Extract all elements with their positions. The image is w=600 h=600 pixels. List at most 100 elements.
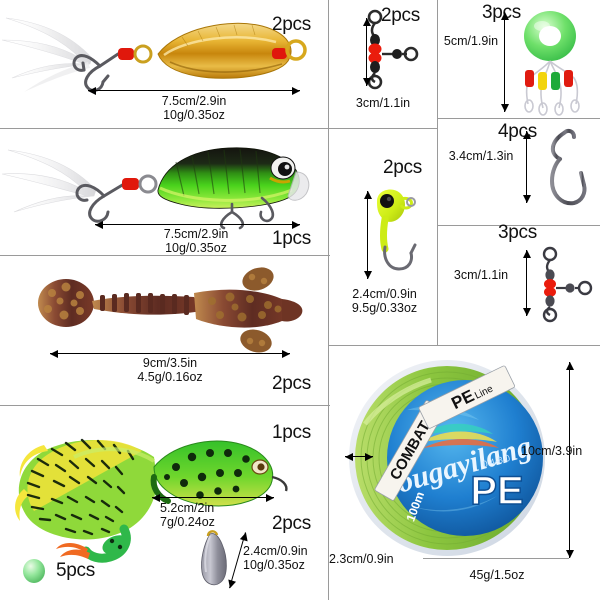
stop-green <box>551 72 560 90</box>
crankbait-art <box>0 132 312 230</box>
treble-hook-front <box>75 182 126 223</box>
panel-line-spool: Sougayilang PE 100m 0.4-8.0 COMBAT PE Li… <box>329 346 600 600</box>
spool-width-arrow <box>345 452 373 461</box>
red-bead <box>122 178 139 190</box>
spool-height-arrow <box>565 362 574 558</box>
stop-red <box>525 70 534 87</box>
worm-hooks-qty: 4pcs <box>498 121 537 142</box>
jig-hook <box>383 243 417 271</box>
sinker-dimension-text: 2.4cm/0.9in <box>243 544 308 558</box>
fish-graphic <box>419 423 499 448</box>
float-rig-dimension: 5cm/1.9in <box>443 34 499 48</box>
float-ring <box>524 11 576 61</box>
jig-head <box>377 189 416 253</box>
swivel-bottom-qty: 3pcs <box>498 222 537 243</box>
line-spool-art: Sougayilang PE 100m 0.4-8.0 COMBAT PE Li… <box>347 358 562 563</box>
feather-tail <box>1 17 93 92</box>
spool-width-dimension: 2.3cm/0.9in <box>329 552 394 566</box>
crankbait-weight-text: 10g/0.35oz <box>165 241 227 255</box>
frog-art <box>4 411 294 571</box>
lizard-art <box>30 267 310 353</box>
crankbait-body <box>157 147 300 209</box>
spool-height-dimension: 10cm/3.9in <box>521 444 583 458</box>
panel-frog: 5.2cm/2in 7g/0.24oz 1pcs 2.4cm/0.9in 10g <box>0 405 328 600</box>
float-rig-art <box>510 8 596 116</box>
divider-v-2 <box>437 0 438 345</box>
frog-dimension-text: 5.2cm/2in <box>160 501 215 515</box>
worm-hooks-dimension: 3.4cm/1.3in <box>448 149 514 163</box>
offset-worm-hook <box>549 128 587 206</box>
swivel-top-dimension: 3cm/1.1in <box>355 96 411 110</box>
stop-yellow <box>538 72 547 90</box>
divider-h-1 <box>0 128 330 129</box>
panel-spoon: 7.5cm/2.9in 10g/0.35oz 2pcs <box>0 0 328 128</box>
frog-trailer-leg <box>56 524 131 563</box>
stop-red-2 <box>564 70 573 87</box>
divider-h-4 <box>328 128 438 129</box>
frog-skirt <box>15 438 157 540</box>
sinker-weight-text: 10g/0.35oz <box>243 558 305 572</box>
pe-big-text: PE <box>470 469 523 513</box>
panel-swivel-bottom: 3pcs 3cm/1.1in <box>438 222 600 345</box>
lizard-dimension-text: 9cm/3.5in <box>142 356 198 370</box>
jighead-art <box>363 185 427 277</box>
bead-art <box>20 557 48 585</box>
spoon-dimension: 7.5cm/2.9in 10g/0.35oz <box>124 94 264 122</box>
divider-h-3 <box>0 405 330 406</box>
spool-weight-baseline <box>423 558 569 559</box>
jighead-qty: 2pcs <box>383 157 422 178</box>
divider-h-2 <box>0 255 330 256</box>
swivel-top-qty: 2pcs <box>381 5 420 26</box>
frog-dimension: 5.2cm/2in 7g/0.24oz <box>160 501 215 529</box>
panel-lizard: 9cm/3.5in 4.5g/0.16oz 2pcs <box>0 255 328 405</box>
worm-hook-art <box>534 127 594 211</box>
feather-tail <box>1 149 97 213</box>
frog-qty: 1pcs <box>272 422 311 443</box>
spoon-art <box>0 6 310 96</box>
lizard-dim-arrow <box>50 349 290 358</box>
jighead-dim-arrow <box>363 191 372 279</box>
spool-weight: 45g/1.5oz <box>469 568 525 582</box>
red-bead <box>118 48 134 60</box>
sinker-art <box>196 530 236 592</box>
frog-dim-arrow <box>152 493 274 502</box>
worm-hooks-dim-arrow <box>522 131 531 203</box>
spoon-dim-arrow <box>88 86 300 95</box>
swivel-top-art <box>359 8 419 90</box>
jighead-dimension-text: 2.4cm/0.9in <box>352 287 417 301</box>
jighead-dimension: 2.4cm/0.9in 9.5g/0.33oz <box>337 287 432 315</box>
divider-h-5 <box>328 345 600 346</box>
spoon-qty: 2pcs <box>272 14 311 35</box>
three-way-swivel <box>367 9 419 90</box>
panel-worm-hooks: 4pcs 3.4cm/1.3in <box>438 119 600 225</box>
lizard-dimension: 9cm/3.5in 4.5g/0.16oz <box>100 356 240 384</box>
lizard-weight-text: 4.5g/0.16oz <box>137 370 203 384</box>
swivel-bottom-dimension: 3cm/1.1in <box>453 268 509 282</box>
divider-h-7 <box>437 225 600 226</box>
bead-qty: 5pcs <box>56 560 95 581</box>
divider-h-6 <box>437 118 600 119</box>
panel-crankbait: 7.5cm/2.9in 10g/0.35oz 1pcs <box>0 128 328 255</box>
crankbait-lip <box>287 171 310 201</box>
sinker-qty: 2pcs <box>272 513 311 534</box>
panel-swivel-top: 2pcs 3 <box>329 0 437 128</box>
frog-body <box>150 440 288 507</box>
panel-float-rig: 3pcs <box>438 0 600 118</box>
panel-jighead: 2pcs <box>329 129 437 345</box>
crankbait-dim-arrow <box>95 220 300 229</box>
spoon-weight-text: 10g/0.35oz <box>163 108 225 122</box>
crankbait-qty: 1pcs <box>272 228 311 249</box>
spoon-body <box>157 22 292 79</box>
three-way-swivel <box>542 246 593 323</box>
swivel-bottom-dim-arrow <box>522 250 531 316</box>
jighead-weight-text: 9.5g/0.33oz <box>351 301 418 315</box>
frog-weight-text: 7g/0.24oz <box>160 515 215 529</box>
treble-hook-belly <box>219 196 275 230</box>
swivel-bottom-art <box>534 246 594 323</box>
crankbait-dimension: 7.5cm/2.9in 10g/0.35oz <box>126 227 266 255</box>
divider-v-1 <box>328 0 329 600</box>
spoon-dimension-text: 7.5cm/2.9in <box>161 94 227 108</box>
float-rig-dim-arrow <box>500 12 509 112</box>
swivel-top-dim-arrow <box>362 18 371 86</box>
